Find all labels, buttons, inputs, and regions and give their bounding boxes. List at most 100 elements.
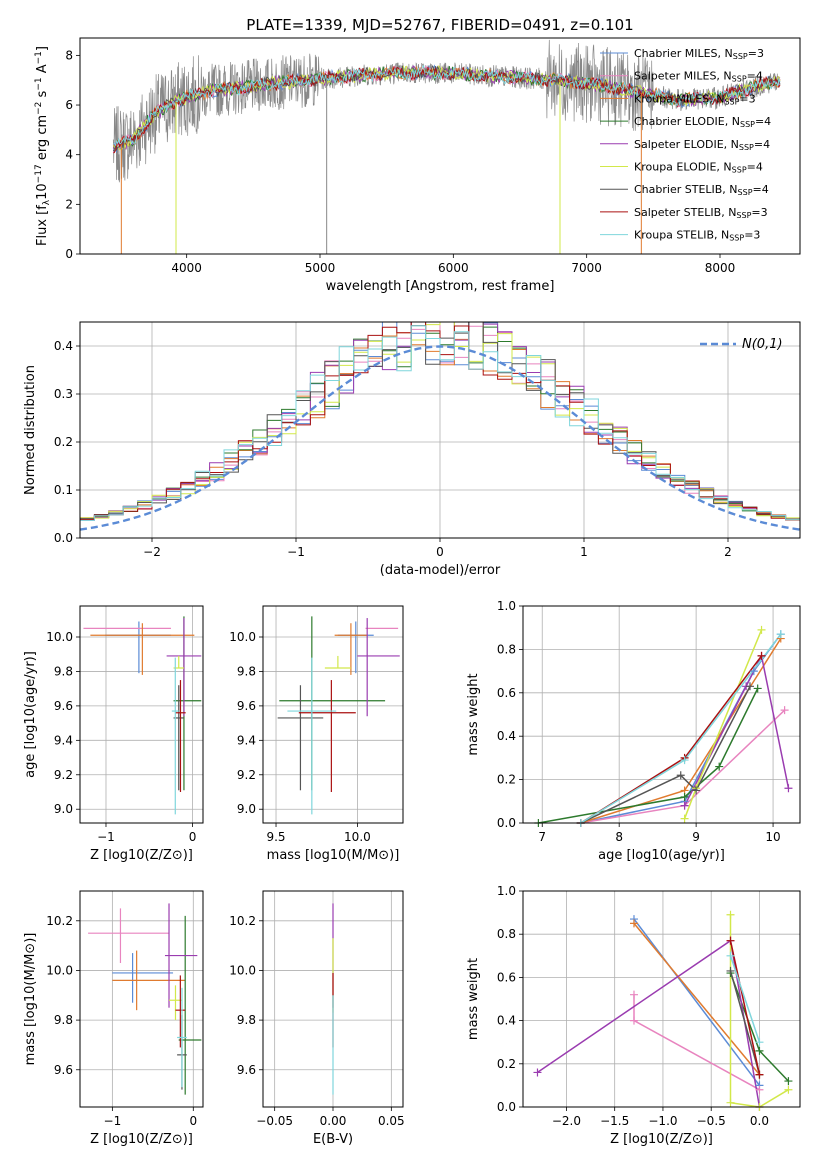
series-line xyxy=(580,638,782,823)
plus-marker xyxy=(726,951,735,960)
y-tick-label: 6 xyxy=(65,98,73,112)
mass_vs_ebv-panel: −0.05 0.00 0.05 9.6 9.8 10.0 10.2 E(B-V) xyxy=(229,890,405,1147)
mass_vs_Z-ylabel: mass [log10(M/M⊙)] xyxy=(23,933,38,1066)
model-line xyxy=(112,64,781,147)
y-tick-label: 0.2 xyxy=(497,1057,516,1071)
plus-marker xyxy=(745,682,754,691)
y-tick-label: 9.8 xyxy=(237,664,256,678)
series-line xyxy=(729,970,761,1075)
axes-frame xyxy=(79,37,801,255)
series-line xyxy=(537,939,761,1107)
series-line xyxy=(580,633,782,823)
plus-marker xyxy=(755,1046,764,1055)
plus-marker xyxy=(749,667,758,676)
y-tick-label: 0.2 xyxy=(54,435,73,449)
y-tick-label: 0 xyxy=(65,247,73,261)
x-tick-label: 0 xyxy=(189,1114,197,1128)
plus-marker xyxy=(629,990,638,999)
axes-frame xyxy=(79,321,801,539)
y-tick-label: 9.2 xyxy=(54,768,73,782)
plus-marker xyxy=(784,784,793,793)
x-tick-label: −2 xyxy=(143,545,161,559)
plus-marker xyxy=(533,1068,542,1077)
mass_weight_vs_Z-panel: −2.0 −1.5 −1.0 −0.5 0.0 0.0 0.2 0.4 0.6 0.8 1.0 Z [… xyxy=(466,884,801,1147)
plus-marker xyxy=(726,966,735,975)
x-tick-label: 7000 xyxy=(571,261,602,275)
plus-marker xyxy=(692,786,701,795)
x-tick-label: 1 xyxy=(580,545,588,559)
plus-marker xyxy=(784,1085,793,1094)
plus-marker xyxy=(753,684,762,693)
y-tick-label: 9.2 xyxy=(237,768,256,782)
plus-marker xyxy=(676,771,685,780)
age_vs_Z-ylabel: age [log10(age/yr)] xyxy=(23,651,38,778)
residuals-ylabel: Normed distribution xyxy=(23,365,38,495)
x-tick-label: 9 xyxy=(692,830,700,844)
y-tick-label: 2 xyxy=(65,197,73,211)
residuals-panel: −2 −1 0 1 2 0.0 0.1 0.2 0.3 0.4 (data-model)/error… xyxy=(23,321,801,578)
y-tick-label: 9.4 xyxy=(54,733,73,747)
x-tick-label: −1.0 xyxy=(648,1114,677,1128)
y-tick-label: 10.2 xyxy=(229,914,256,928)
mass_weight_vs_age-ylabel: mass weight xyxy=(466,673,481,755)
plus-marker xyxy=(780,706,789,715)
x-tick-label: 5000 xyxy=(305,261,336,275)
y-tick-label: 4 xyxy=(65,148,73,162)
plus-marker xyxy=(726,936,735,945)
plus-marker xyxy=(680,814,689,823)
y-tick-label: 0.6 xyxy=(497,686,516,700)
axes-frame xyxy=(522,890,801,1108)
y-tick-label: 10.0 xyxy=(46,630,73,644)
y-tick-label: 9.6 xyxy=(237,1063,256,1077)
x-tick-label: 9.5 xyxy=(266,830,285,844)
y-tick-label: 10.0 xyxy=(46,963,73,977)
plus-marker xyxy=(755,1085,764,1094)
mass_weight_vs_age-xlabel: age [log10(age/yr)] xyxy=(598,848,725,863)
y-tick-label: 10.0 xyxy=(229,963,256,977)
series-line xyxy=(538,688,759,823)
mass_vs_ebv-plot-area xyxy=(263,891,403,1107)
mass_weight_vs_Z-xlabel: Z [log10(Z/Z⊙)] xyxy=(610,1132,713,1147)
y-tick-label: 0.0 xyxy=(497,1100,516,1114)
y-tick-label: 9.4 xyxy=(237,733,256,747)
axes-frame xyxy=(79,890,204,1108)
y-tick-label: 0.6 xyxy=(497,970,516,984)
y-tick-label: 9.8 xyxy=(54,664,73,678)
series-line xyxy=(729,955,761,1043)
x-tick-label: 8000 xyxy=(705,261,736,275)
x-tick-label: 10.0 xyxy=(344,830,371,844)
legend-entry: Chabrier MILES, NSSP=3 xyxy=(634,47,764,61)
y-tick-label: 0.1 xyxy=(54,483,73,497)
plus-marker xyxy=(629,919,638,928)
figure-title: PLATE=1339, MJD=52767, FIBERID=0491, z=0… xyxy=(246,16,633,34)
y-tick-label: 0.8 xyxy=(497,927,516,941)
y-tick-label: 0.8 xyxy=(497,642,516,656)
y-tick-label: 9.8 xyxy=(54,1013,73,1027)
axes-frame xyxy=(262,890,404,1108)
plus-marker xyxy=(726,1098,735,1107)
series-line xyxy=(633,918,761,1086)
plus-marker xyxy=(726,910,735,919)
series-line xyxy=(580,685,751,823)
y-tick-label: 0.4 xyxy=(54,339,73,353)
mass_vs_Z-panel: −1 0 9.6 9.8 10.0 10.2 Z [log10(Z/Z⊙)] mass [lo… xyxy=(23,890,204,1147)
series-line xyxy=(580,655,763,823)
x-tick-label: 6000 xyxy=(438,261,469,275)
x-tick-label: 0.0 xyxy=(750,1114,769,1128)
plus-marker xyxy=(776,630,785,639)
axes-frame xyxy=(522,605,801,824)
age_vs_mass-panel: 9.5 10.0 9.0 9.2 9.4 9.6 9.8 10.0 mass [log10(M/… xyxy=(229,605,404,863)
legend-entry: Chabrier ELODIE, NSSP=4 xyxy=(634,115,771,129)
legend-entry: N(0,1) xyxy=(742,337,783,352)
series-line xyxy=(580,633,782,823)
spectrum-xlabel: wavelength [Angstrom, rest frame] xyxy=(326,279,555,294)
series-line xyxy=(729,914,789,1107)
plus-marker xyxy=(629,1016,638,1025)
legend-entry: Salpeter STELIB, NSSP=3 xyxy=(634,206,768,220)
plus-marker xyxy=(784,1077,793,1086)
age_vs_mass-plot-area xyxy=(263,606,403,823)
legend-entry: Salpeter ELODIE, NSSP=4 xyxy=(634,138,770,152)
plus-marker xyxy=(755,1070,764,1079)
model-line xyxy=(112,65,781,150)
